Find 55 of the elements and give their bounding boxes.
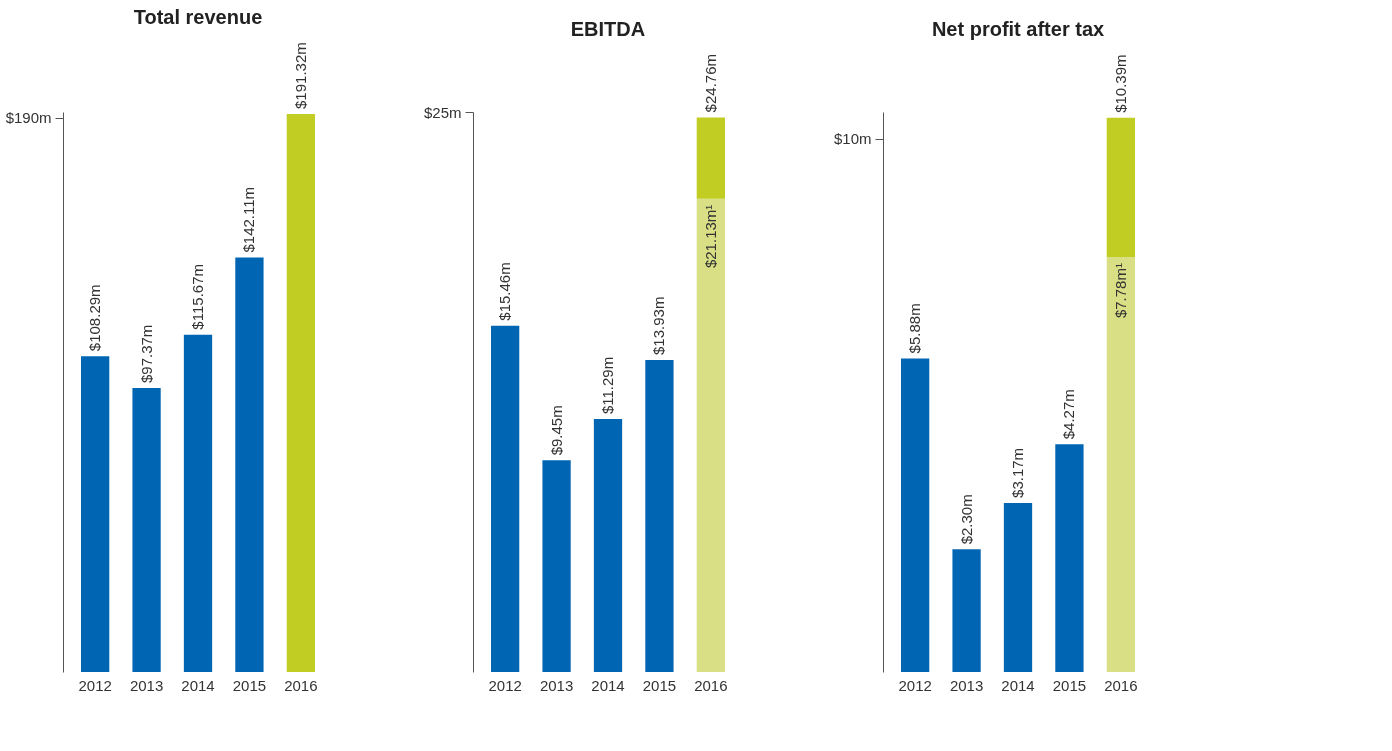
bar: [183, 334, 213, 672]
bar: [235, 257, 264, 672]
bar: [1055, 444, 1084, 672]
bar: [696, 117, 725, 199]
y-tick-label: $25m: [423, 103, 462, 121]
x-tick-label: 2014: [1001, 676, 1035, 694]
bar: [1106, 257, 1135, 672]
data-label: $13.93m: [650, 296, 668, 355]
chart-title: Total revenue: [133, 6, 263, 29]
data-label: $97.37m: [137, 324, 155, 383]
y-tick-label: $190m: [5, 109, 52, 127]
x-tick-label: 2015: [642, 676, 677, 694]
bar: [1106, 117, 1135, 258]
data-label: $15.46m: [496, 262, 514, 321]
bar: [491, 325, 520, 672]
bar: [81, 356, 110, 672]
chart-title: Net profit after tax: [931, 18, 1105, 41]
x-tick-label: 2013: [949, 676, 984, 694]
y-tick-label: $10m: [833, 130, 872, 148]
data-label: $4.27m: [1060, 389, 1078, 440]
x-tick-label: 2012: [78, 676, 112, 694]
data-label: $115.67m: [189, 264, 206, 330]
bar: [286, 113, 315, 672]
data-label: $142.11m: [240, 186, 258, 253]
x-tick-label: 2012: [898, 676, 932, 694]
data-label: $191.32m: [291, 42, 309, 109]
x-tick-label: 2014: [181, 676, 215, 694]
bar: [901, 358, 930, 672]
x-tick-label: 2016: [694, 676, 728, 694]
data-label: $3.17m: [1009, 447, 1026, 498]
x-tick-label: 2014: [591, 676, 625, 694]
x-tick-label: 2015: [232, 676, 267, 694]
x-tick-label: 2015: [1052, 676, 1087, 694]
data-label: $9.45m: [547, 405, 565, 456]
bar: [542, 460, 571, 672]
chart-title: EBITDA: [570, 18, 646, 40]
data-label: $2.30m: [957, 494, 975, 545]
data-label: $21.13m¹: [701, 204, 719, 269]
data-label: $5.88m: [906, 303, 924, 354]
x-tick-label: 2013: [539, 676, 574, 694]
bar: [645, 359, 674, 672]
x-tick-label: 2016: [284, 676, 318, 694]
bar: [132, 388, 161, 672]
bar: [952, 549, 981, 672]
total-label: $10.39m: [1111, 54, 1129, 113]
data-label: $108.29m: [86, 284, 104, 352]
data-label: $11.29m: [599, 356, 616, 415]
total-label: $24.76m: [701, 54, 719, 113]
bar: [696, 198, 725, 672]
x-tick-label: 2013: [129, 676, 164, 694]
data-label: $7.78m¹: [1111, 263, 1129, 319]
x-tick-label: 2012: [488, 676, 522, 694]
bar: [593, 419, 623, 672]
x-tick-label: 2016: [1104, 676, 1138, 694]
bar: [1003, 502, 1033, 672]
